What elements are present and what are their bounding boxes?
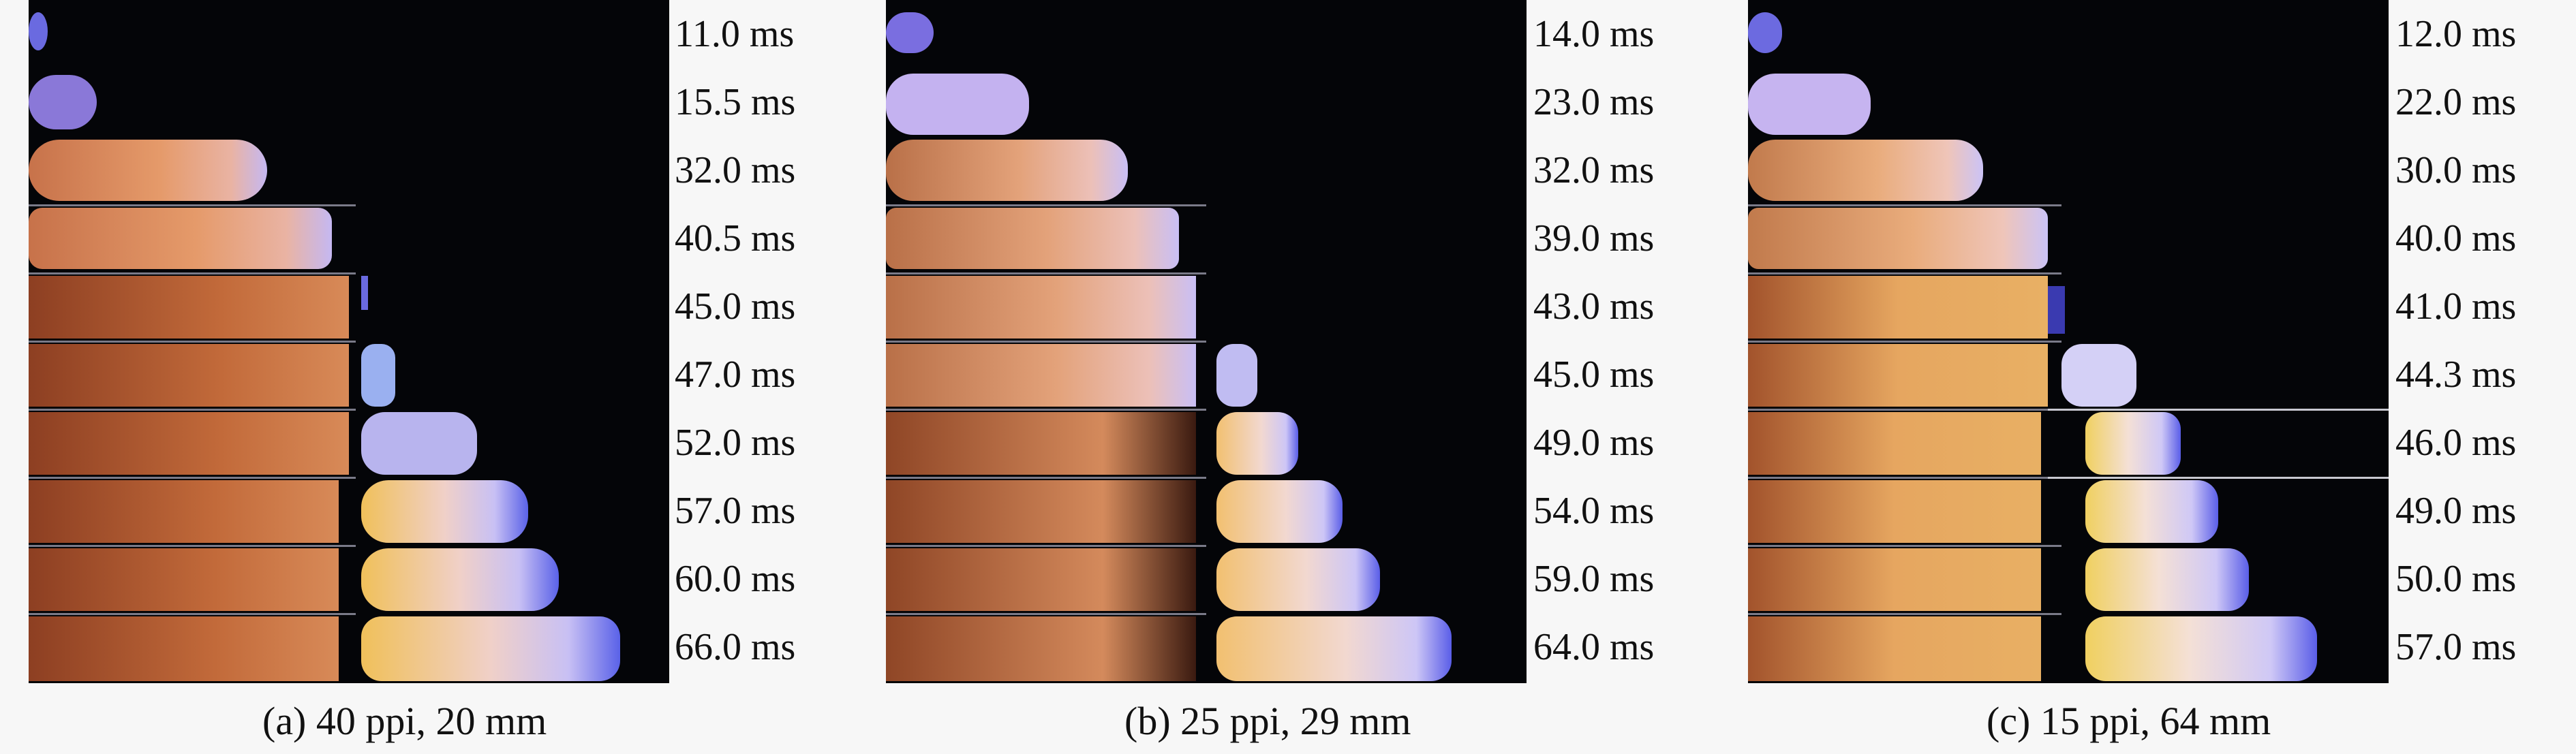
time-label: 39.0 ms [1533, 217, 1655, 260]
flame-front [1748, 74, 1871, 135]
flame-front [29, 480, 339, 543]
panel-caption: (a) 40 ppi, 20 mm [262, 699, 547, 743]
time-label: 66.0 ms [675, 626, 796, 668]
flame-front [886, 74, 1029, 135]
flame-image-sequence [886, 0, 1527, 683]
flame-front [886, 12, 934, 53]
flame-front [886, 140, 1128, 201]
panel-caption: (c) 15 ppi, 64 mm [1987, 699, 2271, 743]
time-label: 40.0 ms [2395, 217, 2517, 260]
flame-front [1216, 344, 1257, 407]
flame-front [1748, 12, 1782, 53]
flame-front [29, 548, 339, 611]
flame-front [886, 208, 1179, 269]
flame-front [1748, 616, 2041, 681]
flame-front [361, 412, 477, 475]
flame-frames [886, 12, 1452, 681]
time-labels: 12.0 ms 22.0 ms 30.0 ms 40.0 ms 41.0 ms … [2367, 0, 2551, 683]
flame-front [1748, 412, 2041, 475]
flame-front [886, 412, 1196, 475]
time-label: 45.0 ms [675, 285, 796, 328]
time-label: 52.0 ms [675, 422, 796, 464]
flame-image-sequence [29, 0, 669, 683]
panel-caption: (b) 25 ppi, 29 mm [1124, 699, 1411, 743]
flame-front [1216, 616, 1452, 681]
time-label: 49.0 ms [1533, 422, 1655, 464]
time-label: 54.0 ms [1533, 490, 1655, 532]
flame-front [2085, 616, 2317, 681]
flame-front [886, 616, 1196, 681]
time-labels: 14.0 ms 23.0 ms 32.0 ms 39.0 ms 43.0 ms … [1505, 0, 1689, 683]
flame-frames [29, 12, 620, 681]
flame-front [886, 344, 1196, 407]
flame-front [1216, 480, 1343, 543]
flame-front [1748, 548, 2041, 611]
time-label: 57.0 ms [675, 490, 796, 532]
flame-front [886, 548, 1196, 611]
flame-front [29, 276, 349, 339]
flame-front [29, 75, 97, 129]
time-label: 41.0 ms [2395, 285, 2517, 328]
flame-front [2061, 344, 2136, 407]
time-label: 64.0 ms [1533, 626, 1655, 668]
flame-front [2085, 548, 2249, 611]
flame-front [29, 412, 349, 475]
time-label: 57.0 ms [2395, 626, 2517, 668]
flame-front [29, 140, 267, 201]
flame-front [361, 344, 395, 407]
time-label: 43.0 ms [1533, 285, 1655, 328]
flame-front [2085, 412, 2181, 475]
time-label: 15.5 ms [675, 81, 796, 123]
time-label: 14.0 ms [1533, 13, 1655, 55]
time-label: 12.0 ms [2395, 13, 2517, 55]
time-label: 59.0 ms [1533, 558, 1655, 600]
flame-front [1748, 276, 2048, 339]
flame-front [29, 616, 339, 681]
flame-front [29, 12, 48, 50]
time-label: 50.0 ms [2395, 558, 2517, 600]
flame-front [1748, 480, 2041, 543]
time-label: 32.0 ms [1533, 149, 1655, 191]
time-label: 44.3 ms [2395, 354, 2517, 396]
flame-front [361, 616, 620, 681]
flame-front [361, 276, 368, 310]
flame-image-sequence [1748, 0, 2389, 683]
flame-front [29, 208, 332, 269]
flame-front [1748, 208, 2048, 269]
flame-front [1748, 344, 2048, 407]
time-label: 40.5 ms [675, 217, 796, 260]
flame-front [361, 548, 559, 611]
flame-front [1216, 548, 1380, 611]
time-labels: 11.0 ms 15.5 ms 32.0 ms 40.5 ms 45.0 ms … [646, 0, 830, 683]
flame-front [2085, 480, 2218, 543]
time-label: 45.0 ms [1533, 354, 1655, 396]
panel-c: 12.0 ms 22.0 ms 30.0 ms 40.0 ms 41.0 ms … [1721, 0, 2559, 754]
panel-a: 11.0 ms 15.5 ms 32.0 ms 40.5 ms 45.0 ms … [0, 0, 838, 754]
flame-front [1748, 140, 1983, 201]
flame-front [361, 480, 528, 543]
time-label: 60.0 ms [675, 558, 796, 600]
time-label: 46.0 ms [2395, 422, 2517, 464]
flame-front [29, 344, 349, 407]
time-label: 32.0 ms [675, 149, 796, 191]
flame-front [886, 276, 1196, 339]
time-label: 11.0 ms [675, 13, 795, 55]
time-label: 23.0 ms [1533, 81, 1655, 123]
time-label: 30.0 ms [2395, 149, 2517, 191]
flame-front [886, 480, 1196, 543]
panel-b: 14.0 ms 23.0 ms 32.0 ms 39.0 ms 43.0 ms … [859, 0, 1697, 754]
time-label: 22.0 ms [2395, 81, 2517, 123]
time-label: 49.0 ms [2395, 490, 2517, 532]
flame-frames [1748, 12, 2389, 681]
flame-front [1216, 412, 1298, 475]
time-label: 47.0 ms [675, 354, 796, 396]
flame-front [2048, 286, 2065, 334]
